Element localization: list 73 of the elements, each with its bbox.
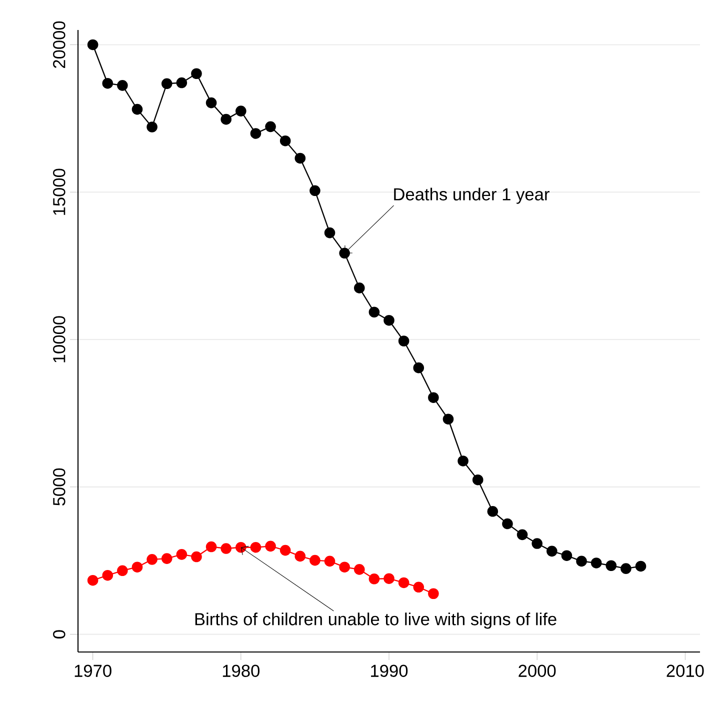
x-tick-label: 1970 <box>74 664 112 677</box>
point <box>310 554 320 566</box>
point <box>280 135 291 146</box>
x-tick-label: 2010 <box>666 664 704 677</box>
point <box>620 563 632 574</box>
point <box>472 474 484 486</box>
point <box>442 414 454 425</box>
point <box>220 543 232 554</box>
point <box>413 582 424 593</box>
point <box>265 121 276 132</box>
point <box>146 122 158 132</box>
point <box>294 152 306 164</box>
point <box>102 78 114 89</box>
x-tick-label: 2000 <box>518 664 556 677</box>
annotation: Births of children unable to live with signs of life <box>195 612 556 629</box>
point <box>606 560 617 572</box>
point <box>191 551 202 562</box>
point <box>398 336 410 346</box>
point <box>132 104 143 115</box>
point <box>354 282 365 294</box>
point <box>294 550 306 562</box>
point <box>250 542 262 553</box>
point <box>161 553 172 564</box>
point <box>117 565 128 576</box>
point <box>132 562 143 573</box>
point <box>413 362 424 374</box>
point <box>354 564 365 575</box>
y-tick-label: 0 <box>53 630 66 638</box>
point <box>176 77 188 88</box>
point <box>324 556 336 567</box>
point <box>398 577 410 588</box>
point <box>384 314 394 326</box>
point <box>487 506 498 517</box>
x-tick-label: 1980 <box>222 664 260 677</box>
point <box>161 78 172 90</box>
point <box>576 556 587 567</box>
point <box>458 456 468 466</box>
point <box>236 106 246 116</box>
point <box>310 185 320 196</box>
point <box>590 558 602 568</box>
y-tick-label: 20000 <box>53 21 66 68</box>
point <box>368 306 380 318</box>
y-tick-label: 15000 <box>53 168 66 215</box>
point <box>339 248 350 259</box>
point <box>339 562 350 573</box>
point <box>428 588 439 600</box>
point <box>384 573 394 584</box>
point <box>250 128 262 139</box>
x-tick-label: 1990 <box>371 664 408 677</box>
point <box>220 114 232 125</box>
annotation: Deaths under 1 year <box>394 188 550 204</box>
point <box>87 574 98 586</box>
point <box>561 550 572 561</box>
point <box>546 546 558 557</box>
point <box>117 80 128 91</box>
point <box>146 554 158 565</box>
point <box>532 538 542 549</box>
point <box>368 573 380 584</box>
point <box>280 544 291 556</box>
point <box>516 529 528 540</box>
point <box>206 541 217 552</box>
y-tick-label: 10000 <box>53 316 66 362</box>
point <box>324 227 336 238</box>
point <box>102 570 114 581</box>
point <box>191 68 202 80</box>
y-tick-label: 5000 <box>53 468 66 506</box>
point <box>176 549 188 560</box>
point <box>87 39 98 50</box>
point <box>502 518 513 530</box>
point <box>635 560 646 572</box>
point <box>265 540 276 552</box>
point <box>428 392 439 403</box>
point <box>206 97 217 108</box>
